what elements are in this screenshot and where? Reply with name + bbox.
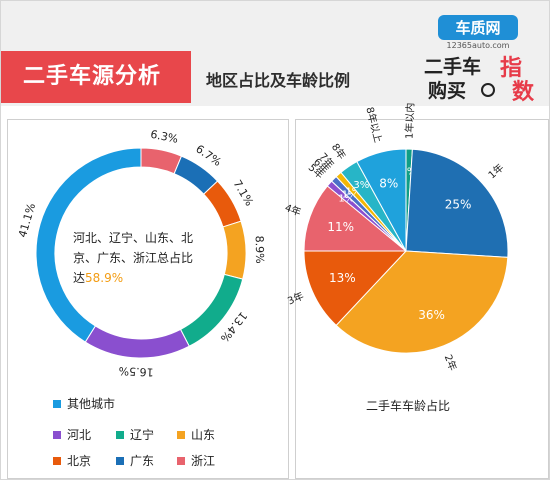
pie-value-label-4: 11% [327,220,354,234]
pie-value-label-3: 13% [329,271,356,285]
brand-logo: 车质网 12365auto.com 二手车 购买 指 数 [424,15,535,103]
legend-swatch [53,431,61,439]
donut-label-5: 16.5% [118,364,153,378]
page-subtitle: 地区占比及车龄比例 [206,71,351,90]
pie-value-label-5: 1% [338,193,354,204]
age-chart-caption: 二手车车龄占比 [366,399,451,413]
legend-label: 其他城市 [67,397,116,411]
pie-value-label-0: 1% [401,166,417,177]
legend-swatch [53,400,61,408]
page-title: 二手车源分析 [1,51,191,103]
legend-item: 广东 [116,452,154,469]
pie-value-label-7: 1% [345,186,361,197]
legend-item: 辽宁 [116,426,154,443]
donut-label-0: 6.3% [149,128,179,146]
legend-item: 北京 [53,452,91,469]
legend-item: 山东 [177,426,215,443]
pie-slice-4 [303,185,408,252]
pie-slice-9 [356,148,407,252]
logo-tag2-text: 数 [512,79,535,103]
center-line-2: 京、广东、浙江总占比 [73,251,194,265]
pie-slice-3 [303,250,408,327]
donut-slice-6 [35,147,142,343]
legend-label: 辽宁 [130,428,155,442]
pie-value-label-1: 25% [445,198,472,212]
pie-category-label-0: 1年以内 [403,102,417,139]
pie-value-label-8: 3% [353,180,369,191]
legend-label: 浙江 [191,454,216,468]
pie-category-label-3: 3年 [285,289,305,307]
pie-category-label-9: 8年以上 [363,106,385,144]
donut-center-text: 河北、辽宁、山东、北 京、广东、浙江总占比 达58.9% [73,228,233,288]
legend-item: 浙江 [177,452,215,469]
pie-slice-2 [335,250,509,354]
legend-swatch [177,431,185,439]
header-bar: 二手车源分析 地区占比及车龄比例 车质网 12365auto.com 二手车 购… [1,1,549,106]
legend-label: 北京 [67,454,92,468]
donut-label-3: 8.9% [253,235,267,263]
logo-line1-text: 二手车 [424,55,481,78]
legend-swatch [177,457,185,465]
logo-line2-text: 购买 [428,79,466,102]
legend-swatch [116,431,124,439]
pie-value-label-2: 36% [418,308,445,322]
legend-label: 广东 [130,454,155,468]
pie-value-label-9: 8% [379,176,398,190]
logo-tag1-text: 指 [500,56,522,81]
legend-label: 河北 [67,428,92,442]
legend-item: 河北 [53,426,91,443]
center-prefix: 达 [73,271,86,285]
logo-site-text: 12365auto.com [447,41,510,50]
center-line-1: 河北、辽宁、山东、北 [73,231,194,245]
legend-swatch [53,457,61,465]
pie-category-label-2: 2年 [442,353,460,373]
logo-badge [438,15,518,40]
logo-brand-text: 车质网 [455,19,500,37]
center-line-3: 达58.9% [73,268,233,288]
center-highlight-value: 58.9% [85,271,124,285]
legend-swatch [116,457,124,465]
pie-category-label-4: 4年 [283,201,303,219]
pie-slice-1 [405,148,509,258]
pie-category-label-1: 1年 [485,161,506,182]
legend-label: 山东 [191,428,216,442]
pie-value-label-6: 1% [342,190,358,201]
logo-ring-icon [481,83,495,97]
legend-item: 其他城市 [53,395,115,412]
